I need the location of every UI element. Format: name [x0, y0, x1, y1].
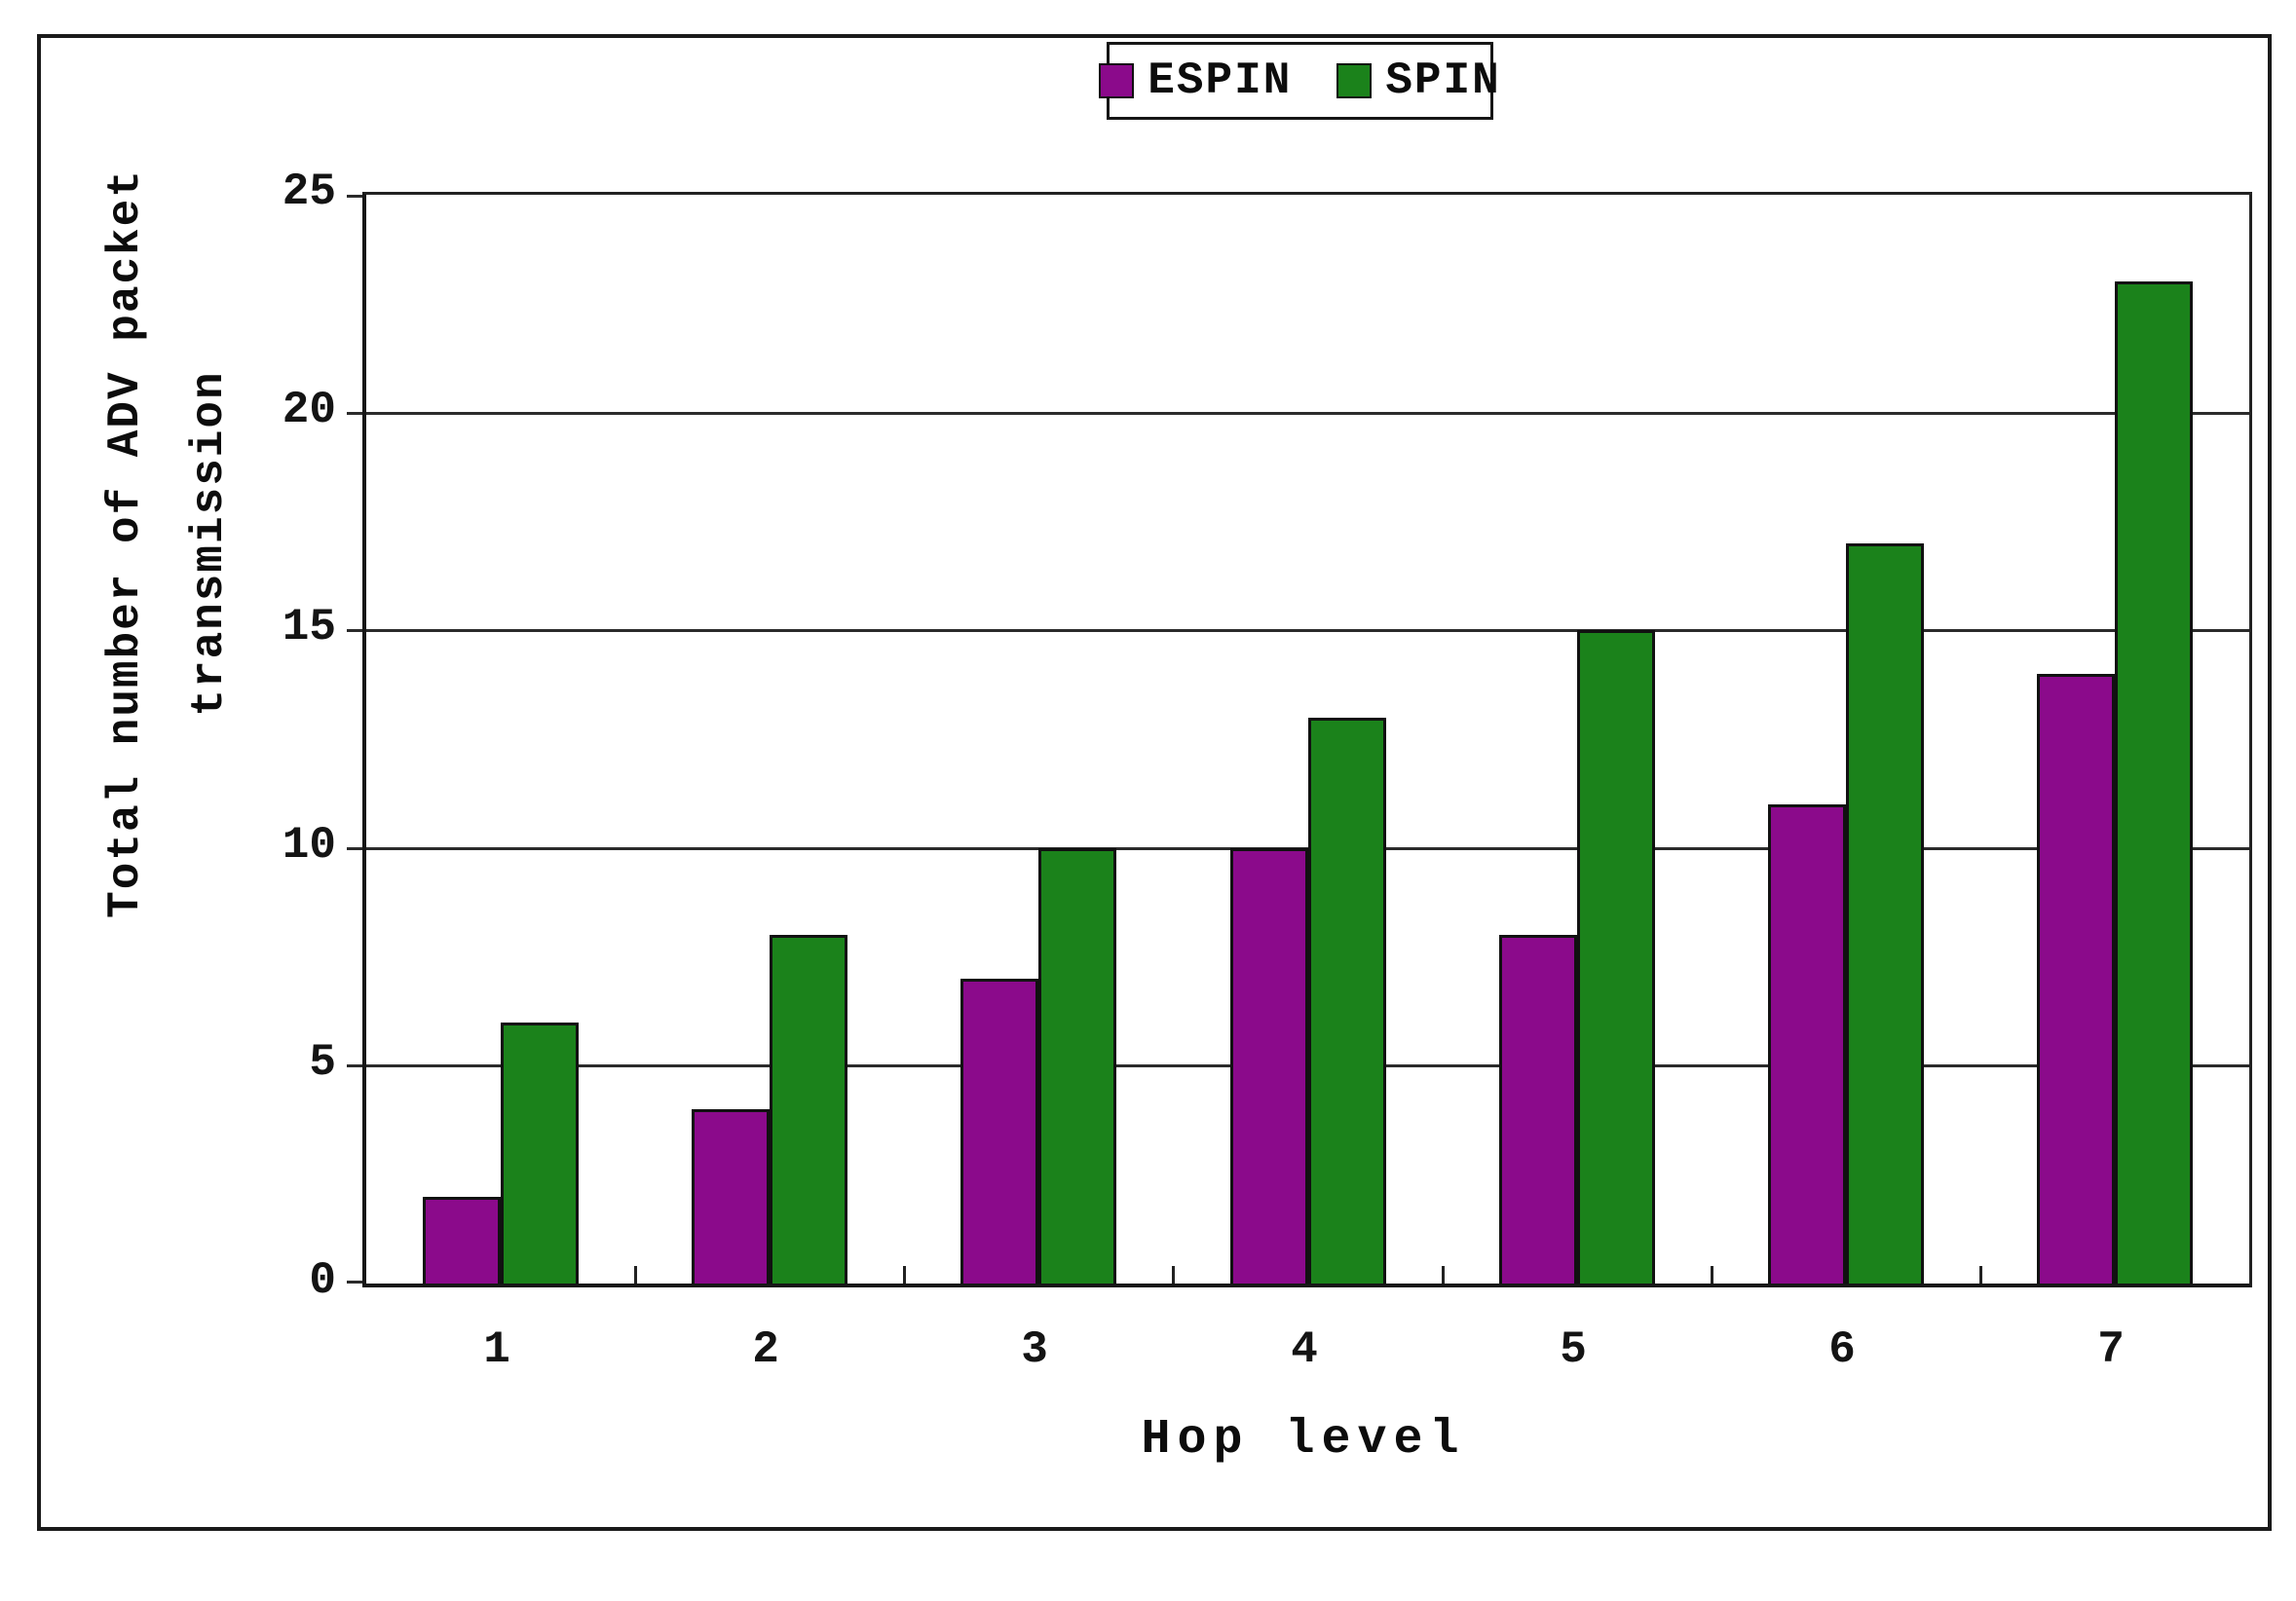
y-tick-label-15: 15 [282, 602, 336, 652]
bar-spin-hop-1 [501, 1023, 579, 1284]
bar-spin-hop-3 [1038, 848, 1116, 1284]
x-tick-label-3: 3 [1021, 1324, 1048, 1375]
gridline-y-15 [366, 629, 2249, 632]
x-tick-label-4: 4 [1291, 1324, 1318, 1375]
bar-spin-hop-4 [1308, 718, 1386, 1284]
y-tick-5 [347, 1064, 362, 1067]
y-tick-label-10: 10 [282, 820, 336, 871]
bar-espin-hop-5 [1499, 935, 1577, 1284]
bar-espin-hop-4 [1230, 848, 1308, 1284]
y-tick-0 [347, 1281, 362, 1284]
bar-spin-hop-6 [1846, 543, 1924, 1284]
bar-spin-hop-7 [2115, 281, 2193, 1284]
y-axis-title-line-1: Total number of ADV packet [100, 168, 151, 918]
x-tick-boundary-1 [634, 1266, 637, 1284]
x-tick-boundary-3 [1172, 1266, 1175, 1284]
legend-entry-espin: ESPIN [1099, 58, 1292, 103]
espin-color-swatch [1099, 63, 1135, 98]
x-tick-label-7: 7 [2097, 1324, 2125, 1375]
bar-espin-hop-3 [960, 979, 1038, 1284]
y-tick-label-5: 5 [309, 1037, 336, 1088]
x-tick-label-5: 5 [1560, 1324, 1587, 1375]
x-tick-label-1: 1 [483, 1324, 510, 1375]
y-tick-25 [347, 195, 362, 198]
y-axis-title-line-2: transmission [184, 370, 235, 717]
x-axis-title: Hop level [1141, 1412, 1466, 1468]
bar-espin-hop-6 [1768, 804, 1846, 1284]
legend-label-spin: SPIN [1385, 56, 1501, 106]
bar-spin-hop-5 [1577, 630, 1655, 1284]
y-tick-10 [347, 847, 362, 850]
bar-espin-hop-7 [2037, 674, 2115, 1284]
x-tick-boundary-6 [1979, 1266, 1982, 1284]
legend-entry-spin: SPIN [1336, 58, 1500, 103]
legend-label-espin: ESPIN [1148, 56, 1293, 106]
gridline-y-20 [366, 412, 2249, 415]
bar-espin-hop-1 [423, 1197, 501, 1284]
y-tick-label-20: 20 [282, 385, 336, 435]
x-tick-label-6: 6 [1828, 1324, 1856, 1375]
y-tick-label-25: 25 [282, 167, 336, 217]
x-tick-boundary-5 [1711, 1266, 1713, 1284]
plot-area [347, 192, 2252, 1287]
bar-espin-hop-2 [692, 1109, 770, 1284]
y-tick-20 [347, 412, 362, 415]
x-tick-boundary-2 [903, 1266, 906, 1284]
y-axis-title: Total number of ADV packet transmission [84, 168, 251, 918]
y-tick-15 [347, 629, 362, 632]
x-tick-label-2: 2 [752, 1324, 779, 1375]
y-tick-label-0: 0 [309, 1255, 336, 1306]
x-tick-boundary-4 [1442, 1266, 1445, 1284]
chart-legend: ESPIN SPIN [1099, 42, 1499, 120]
spin-color-swatch [1336, 63, 1373, 98]
bar-spin-hop-2 [770, 935, 847, 1284]
